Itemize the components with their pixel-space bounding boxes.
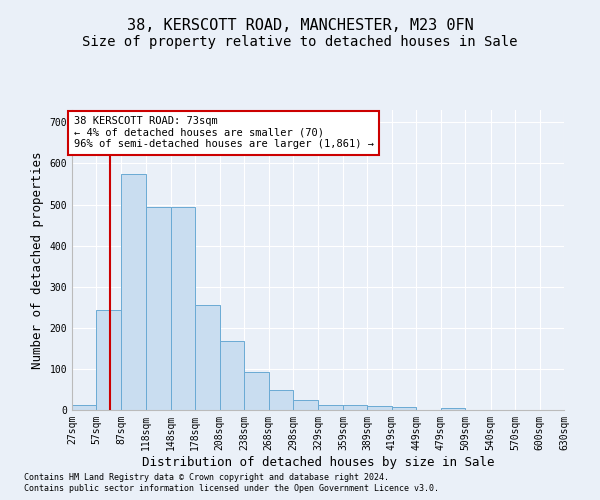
Y-axis label: Number of detached properties: Number of detached properties — [31, 151, 44, 369]
Bar — [146, 206, 171, 410]
Bar — [343, 404, 367, 410]
Text: 38 KERSCOTT ROAD: 73sqm
← 4% of detached houses are smaller (70)
96% of semi-det: 38 KERSCOTT ROAD: 73sqm ← 4% of detached… — [74, 116, 374, 150]
Bar — [171, 206, 195, 410]
Bar — [441, 408, 465, 410]
Bar — [367, 406, 392, 410]
Text: Size of property relative to detached houses in Sale: Size of property relative to detached ho… — [82, 35, 518, 49]
Bar — [392, 407, 416, 410]
Bar — [269, 390, 293, 410]
Bar — [97, 310, 121, 410]
Text: Contains public sector information licensed under the Open Government Licence v3: Contains public sector information licen… — [24, 484, 439, 493]
Bar — [220, 341, 244, 410]
Text: 38, KERSCOTT ROAD, MANCHESTER, M23 0FN: 38, KERSCOTT ROAD, MANCHESTER, M23 0FN — [127, 18, 473, 32]
Bar — [319, 404, 343, 410]
X-axis label: Distribution of detached houses by size in Sale: Distribution of detached houses by size … — [142, 456, 494, 468]
Bar — [293, 400, 319, 410]
Text: Contains HM Land Registry data © Crown copyright and database right 2024.: Contains HM Land Registry data © Crown c… — [24, 473, 389, 482]
Bar — [195, 305, 220, 410]
Bar — [72, 404, 97, 410]
Bar — [121, 174, 146, 410]
Bar — [244, 372, 269, 410]
